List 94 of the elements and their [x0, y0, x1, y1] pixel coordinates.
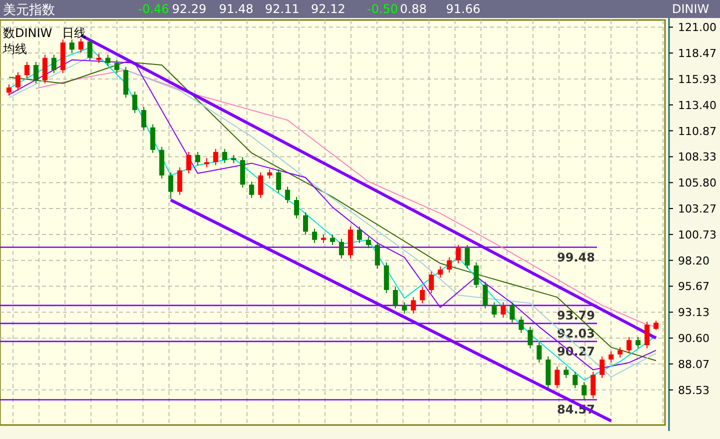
y-tick-label: 93.13: [678, 306, 710, 320]
candlestick: [33, 61, 38, 84]
candlestick: [96, 53, 102, 64]
y-tick-label: 113.40: [678, 98, 716, 112]
y-tick-label: 100.73: [678, 228, 716, 242]
candlestick: [168, 172, 174, 200]
ref-line-label: 92.03: [557, 326, 595, 340]
annotation: 均线: [2, 42, 27, 56]
candlestick: [267, 168, 272, 180]
candlestick: [303, 212, 308, 236]
candlestick: [258, 172, 264, 198]
candlestick: [186, 151, 192, 174]
candlestick: [438, 266, 443, 278]
candlestick: [626, 336, 632, 354]
candlestick: [132, 91, 138, 114]
y-tick-label: 108.33: [678, 150, 716, 164]
candlestick: [42, 54, 48, 84]
candlestick: [294, 196, 300, 219]
candlestick: [24, 61, 30, 79]
candlestick: [330, 234, 335, 246]
candlestick: [177, 166, 182, 196]
ref-line-label: 99.48: [557, 250, 595, 264]
candlestick: [410, 296, 416, 314]
candlestick: [474, 262, 479, 288]
candlestick: [338, 238, 344, 259]
y-tick-label: 121.00: [678, 21, 716, 34]
candlestick: [564, 366, 569, 378]
candlestick: [15, 72, 20, 92]
candlestick: [446, 256, 452, 274]
candlestick: [600, 356, 605, 378]
candlestick: [392, 286, 398, 309]
y-tick-label: 95.67: [678, 280, 710, 294]
candlestick: [510, 302, 515, 324]
candlestick: [420, 286, 425, 304]
text: -0.50: [367, 2, 398, 16]
candlestick: [654, 320, 659, 330]
text: DINIW: [672, 2, 710, 16]
candlestick: [518, 316, 524, 334]
candlestick: [618, 346, 623, 358]
candlestick: [356, 226, 362, 244]
candlestick: [636, 336, 641, 349]
annotation: 数DINIW: [3, 26, 52, 40]
candlestick: [150, 124, 156, 154]
candlestick: [114, 59, 120, 74]
text: 92.12: [311, 2, 346, 16]
candlestick: [582, 382, 587, 400]
candlestick: [51, 54, 56, 74]
y-tick-label: 110.87: [678, 124, 716, 138]
candlestick: [374, 241, 380, 270]
candlestick: [312, 228, 318, 244]
y-tick-label: 98.20: [678, 254, 710, 268]
candlestick: [528, 326, 533, 349]
y-tick-label: 118.47: [678, 47, 716, 60]
candlestick: [428, 271, 434, 294]
candlestick: [195, 151, 200, 166]
chart-title: 美元指数: [3, 2, 55, 18]
text: 91.48: [219, 2, 254, 16]
candlestick: [204, 158, 210, 168]
annotation: 日线: [62, 26, 86, 40]
y-tick-label: 85.53: [678, 384, 710, 397]
candlestick: [456, 244, 461, 264]
candlestick: [276, 168, 282, 194]
candlestick: [69, 38, 74, 54]
candlestick: [644, 321, 650, 349]
text: 0.88: [400, 2, 427, 16]
text: 92.11: [265, 2, 300, 16]
y-tick-label: 105.80: [678, 176, 716, 190]
candlestick: [402, 302, 407, 314]
candlestick: [500, 302, 506, 318]
y-tick-label: 103.27: [678, 202, 716, 216]
candlestick: [590, 371, 596, 399]
candlestick: [87, 38, 92, 62]
candlestick: [572, 371, 578, 389]
text: 92.29: [172, 2, 206, 16]
candlestick: [285, 186, 290, 204]
candlestick: [105, 54, 110, 67]
candlestick: [6, 84, 12, 96]
candlestick: [249, 181, 254, 198]
candlestick: [554, 366, 560, 389]
candlestick: [78, 38, 84, 54]
text: -0.46: [138, 2, 170, 16]
candlestick: [482, 281, 488, 309]
candlestick: [213, 148, 218, 166]
y-tick-label: 90.60: [678, 332, 710, 346]
text: 91.66: [446, 2, 480, 16]
candlestick: [464, 244, 470, 270]
candlestick: [141, 106, 146, 131]
candlestick: [366, 236, 371, 249]
candlestick: [608, 350, 614, 364]
candlestick: [536, 342, 542, 364]
candlestick: [222, 148, 228, 164]
y-tick-label: 115.93: [678, 73, 716, 86]
y-tick-label: 88.07: [678, 358, 710, 371]
candlestick: [492, 302, 497, 318]
